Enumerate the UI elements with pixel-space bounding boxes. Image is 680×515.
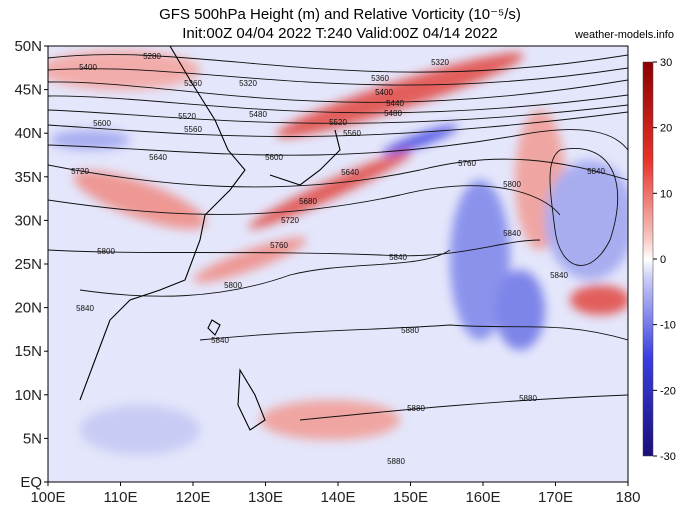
contour-label: 5600 [93,119,111,128]
contour-label: 5840 [587,167,605,176]
contour-label: 5400 [79,63,97,72]
lon-label: 150E [393,489,428,506]
contour-label: 5320 [239,79,257,88]
lon-label: 130E [248,489,283,506]
colorbar-label: -20 [660,385,676,397]
lon-label: 160E [465,489,500,506]
lat-label: 30N [14,212,42,229]
lat-label: EQ [20,474,42,491]
contour-label: 5880 [401,326,419,335]
contour-label: 5880 [407,404,425,413]
contour-label: 5840 [76,304,94,313]
contour-label: 5360 [184,79,202,88]
contour-label: 5840 [389,253,407,262]
contour-label: 5480 [249,110,267,119]
contour-label: 5400 [375,88,393,97]
contour-label: 5280 [143,52,161,61]
map-field [48,46,628,482]
contour-label: 5480 [384,109,402,118]
lat-label: 10N [14,387,42,404]
colorbar-label: 0 [660,254,666,266]
contour-label: 5880 [519,394,537,403]
colorbar-label: -10 [660,320,676,332]
colorbar-label: 10 [660,188,672,200]
contour-label: 5840 [503,229,521,238]
contour-label: 5880 [387,457,405,466]
colorbar-label: -30 [660,451,676,463]
lon-label: 110E [104,489,138,506]
lat-label: 20N [14,300,42,317]
contour-label: 5720 [71,167,89,176]
contour-label: 5640 [149,153,167,162]
contour-label: 5680 [299,197,317,206]
lat-label: 35N [14,169,42,186]
title-line1: GFS 500hPa Height (m) and Relative Vorti… [159,6,521,23]
contour-label: 5440 [386,99,404,108]
contour-label: 5640 [341,168,359,177]
lat-label: 25N [14,256,42,273]
lon-label: 180 [615,489,640,506]
lon-label: 100E [30,489,65,506]
contour-label: 5760 [458,159,476,168]
colorbar-label: 20 [660,123,672,135]
contour-label: 5800 [224,281,242,290]
contour-label: 5840 [211,336,229,345]
contour-label: 5800 [97,247,115,256]
lat-label: 15N [14,343,42,360]
source: weather-models.info [574,29,674,41]
lat-label: 40N [14,125,42,142]
contour-label: 5360 [371,74,389,83]
lat-label: 5N [23,430,42,447]
contour-label: 5760 [270,241,288,250]
colorbar [642,61,654,457]
lon-label: 140E [320,489,355,506]
colorbar-label: 30 [660,57,672,69]
contour-label: 5800 [503,180,521,189]
contour-label: 5520 [329,118,347,127]
title-line2: Init:00Z 04/04 2022 T:240 Valid:00Z 04/1… [182,25,498,42]
lon-label: 170E [538,489,573,506]
contour-label: 5560 [343,129,361,138]
lon-label: 120E [175,489,210,506]
contour-label: 5320 [431,58,449,67]
contour-label: 5600 [265,153,283,162]
lat-label: 45N [14,82,42,99]
contour-label: 5720 [281,216,299,225]
contour-label: 5840 [550,271,568,280]
contour-label: 5520 [178,112,196,121]
lat-label: 50N [14,38,42,55]
contour-label: 5560 [184,125,202,134]
